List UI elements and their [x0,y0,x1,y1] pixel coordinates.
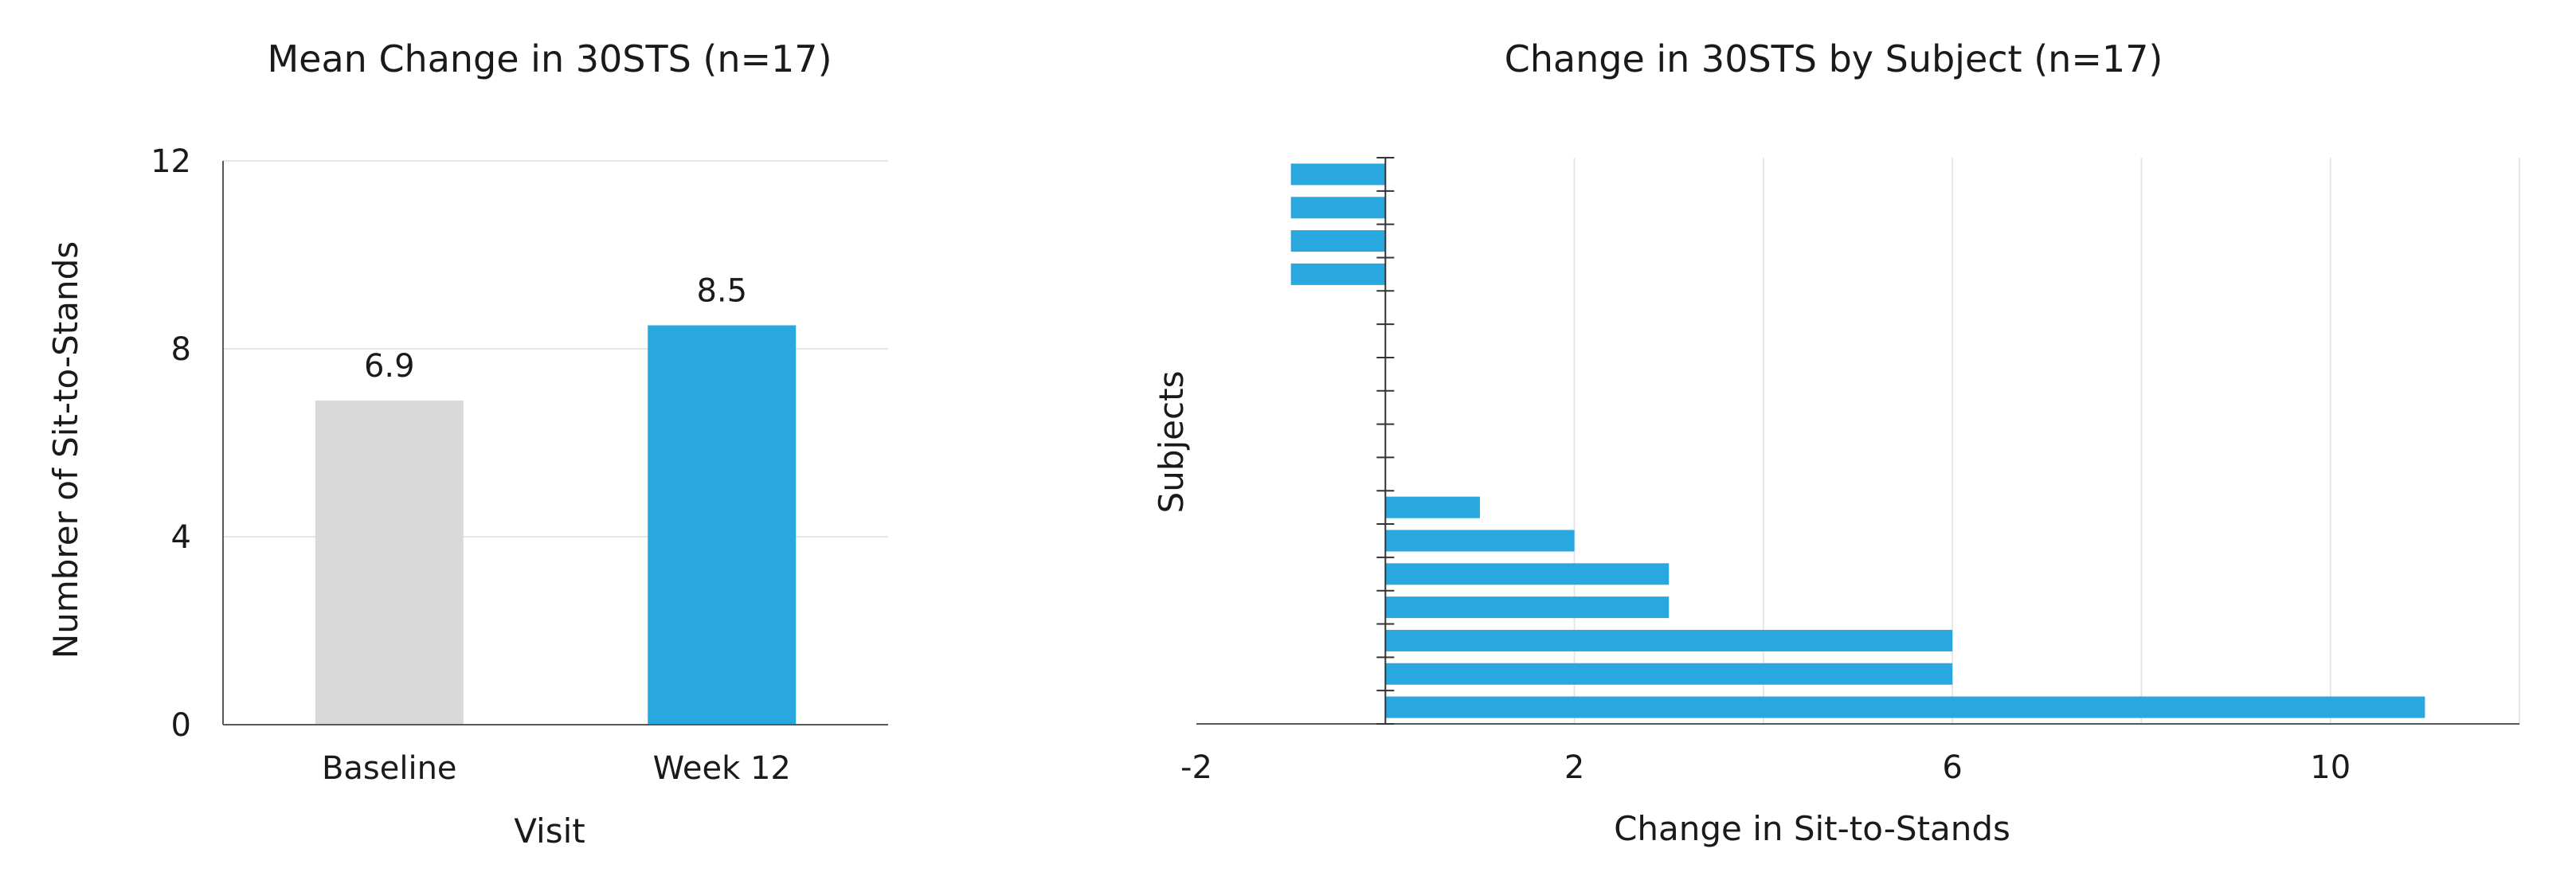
subject-bar [1385,596,1670,619]
left-y-tick-labels: 0 4 8 12 [151,143,191,744]
left-y-axis-label: Numbrer of Sit-to-Stands [46,241,85,659]
y-tick-label: 4 [171,519,191,556]
y-tick-label: 8 [171,331,191,368]
x-tick-label: Week 12 [653,750,791,787]
x-tick-label: 2 [1564,749,1584,786]
subject-bar [1385,563,1670,585]
subject-bar [1385,496,1480,518]
y-tick-label: 12 [151,143,191,180]
left-bars [315,325,797,725]
subject-bar [1385,696,2425,718]
right-x-tick-labels: -2 2 6 10 [1180,749,2351,786]
subject-bar [1385,629,1953,651]
left-axes [222,161,888,725]
right-gridlines [1573,158,2520,724]
right-x-axis-label: Change in Sit-to-Stands [1614,809,2010,848]
mean-change-chart: Mean Change in 30STS (n=17) 0 4 8 12 Baseli… [46,37,888,851]
subject-bar [1290,197,1386,219]
right-y-axis-label: Subjects [1152,371,1191,514]
subject-bar [1385,530,1575,552]
subject-bar [1290,163,1386,186]
subject-bar [1290,230,1386,252]
subject-bar [1385,663,1953,685]
right-bars [1290,163,2425,718]
left-x-tick-labels: Baseline Week 12 [322,750,791,787]
bar [648,325,797,725]
x-tick-label: 10 [2310,749,2351,786]
data-label: 6.9 [364,348,415,385]
change-by-subject-chart: Change in 30STS by Subject (n=17) -2 2 6 10… [1152,37,2520,848]
right-subject-ticks [1376,157,1395,725]
x-tick-label: 6 [1942,749,1962,786]
bar [315,400,464,725]
x-tick-label: Baseline [322,750,457,787]
left-x-axis-label: Visit [514,811,585,851]
y-tick-label: 0 [171,707,191,744]
subject-bar [1290,263,1386,285]
left-data-labels: 6.9 8.5 [364,273,747,385]
right-axes [1196,158,2519,725]
data-label: 8.5 [696,273,747,310]
left-chart-title: Mean Change in 30STS (n=17) [267,37,832,80]
right-chart-title: Change in 30STS by Subject (n=17) [1505,37,2163,80]
x-tick-label: -2 [1180,749,1212,786]
